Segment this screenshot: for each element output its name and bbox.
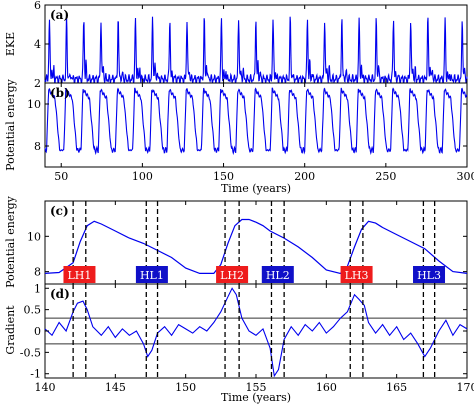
x-tick-label: 170 (457, 381, 474, 394)
y-tick-label: 2 (34, 77, 41, 90)
panel-b-xaxis: 50 100 150 200 250 300 (54, 83, 474, 183)
panel-c: 8 10 LH1 HL1 LH2 HL2 LH3 HL3 (c) Potential ene… (4, 195, 468, 288)
panel-b-xlabel: Time (years) (221, 182, 291, 195)
x-tick-label: 150 (175, 381, 196, 394)
panel-a-label: (a) (50, 8, 69, 22)
panel-b-yaxis: 8 10 (27, 98, 467, 153)
panel-b-series-line (44, 87, 468, 156)
panel-b: 8 10 50 100 150 200 250 300 (b) Potential ener… (4, 78, 474, 195)
event-label: HL1 (140, 269, 164, 282)
event-label: LH2 (220, 269, 244, 282)
panel-b-frame (44, 82, 468, 168)
y-tick-label: 1 (34, 282, 41, 295)
panel-d-ylabel: Gradient (4, 305, 17, 355)
x-tick-label: 100 (132, 170, 153, 183)
panel-c-event-markers: LH1 HL1 LH2 HL2 LH3 HL3 (63, 201, 446, 284)
x-tick-label: 150 (213, 170, 234, 183)
x-tick-label: 160 (316, 381, 337, 394)
panel-c-label: (c) (50, 204, 69, 218)
y-tick-label: 0 (34, 325, 41, 338)
panel-a-series-line (44, 14, 468, 86)
event-box (413, 266, 446, 283)
x-tick-label: 50 (54, 170, 68, 183)
panel-a-xaxis (60, 5, 468, 83)
panel-d: -1 -0.5 0 0.5 1 140 145 150 155 160 165 170 (d) Gr… (4, 282, 474, 404)
y-tick-label: 6 (34, 0, 41, 12)
panel-a-ylabel: EKE (4, 32, 17, 56)
event-box (340, 266, 373, 283)
panel-b-ylabel: Potential energy (4, 78, 17, 171)
x-tick-label: 140 (35, 381, 56, 394)
event-box (63, 266, 96, 283)
event-box (135, 266, 168, 283)
y-tick-label: 0.5 (24, 304, 42, 317)
panel-a: 2 4 6 (a) EKE (4, 0, 468, 90)
y-tick-label: -0.5 (20, 346, 41, 359)
event-label: LH1 (68, 269, 92, 282)
panel-d-threshold-lines (45, 317, 467, 345)
panel-d-label: (d) (50, 287, 70, 301)
x-tick-label: 165 (386, 381, 407, 394)
event-label: LH3 (345, 269, 369, 282)
panel-c-yaxis: 8 10 (27, 230, 467, 279)
y-tick-label: 4 (34, 38, 41, 51)
y-tick-label: 8 (34, 266, 41, 279)
panel-c-ylabel: Potential energy (4, 195, 17, 288)
event-label: HL3 (417, 269, 441, 282)
panel-d-series-line (44, 287, 468, 378)
panel-c-frame (44, 200, 468, 285)
event-box (216, 266, 249, 283)
panel-d-xaxis: 140 145 150 155 160 165 170 (35, 284, 474, 394)
y-tick-label: 8 (34, 140, 41, 153)
event-label: HL2 (266, 269, 290, 282)
panel-c-xaxis (44, 201, 468, 284)
x-tick-label: 200 (294, 170, 315, 183)
y-tick-label: -1 (30, 368, 41, 381)
panel-d-yaxis: -1 -0.5 0 0.5 1 (20, 282, 467, 381)
y-tick-label: 10 (27, 230, 41, 243)
panel-d-xlabel: Time (years) (221, 391, 291, 404)
x-tick-label: 300 (457, 170, 474, 183)
event-box (261, 266, 294, 283)
y-tick-label: 10 (27, 98, 41, 111)
panel-d-frame (44, 283, 468, 379)
panel-b-label: (b) (50, 86, 70, 100)
x-tick-label: 155 (246, 381, 267, 394)
x-tick-label: 145 (105, 381, 126, 394)
x-tick-label: 250 (375, 170, 396, 183)
panel-c-series-line (44, 218, 468, 275)
